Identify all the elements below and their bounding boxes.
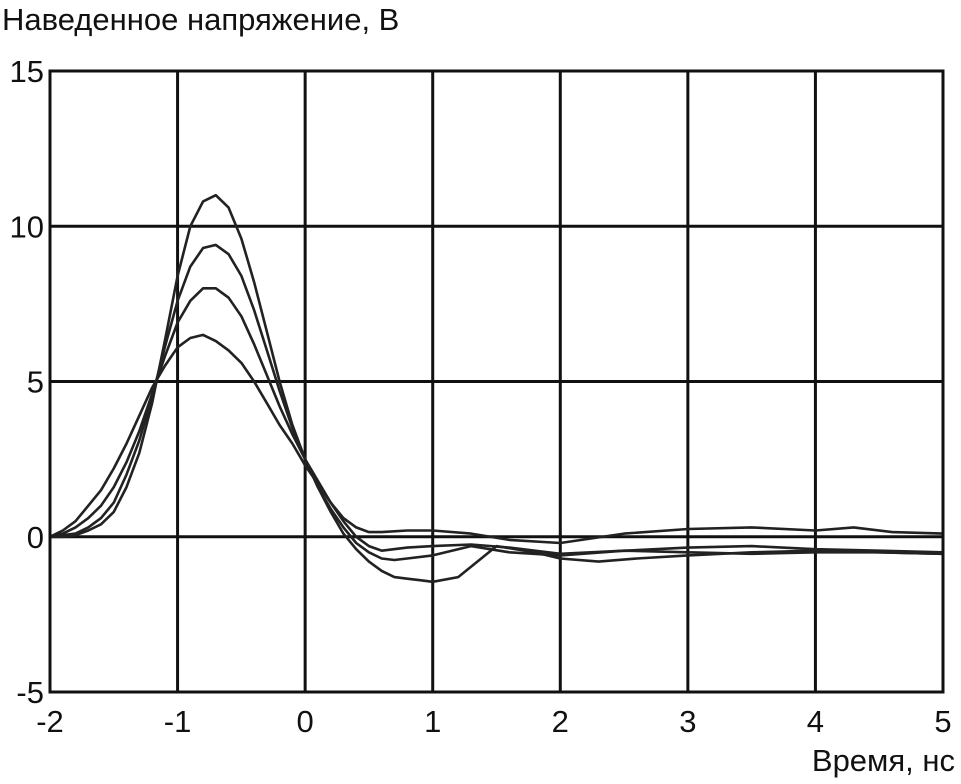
x-tick-label: -2 xyxy=(36,704,64,739)
x-tick-label: -1 xyxy=(164,704,192,739)
y-axis-label: Наведенное напряжение, В xyxy=(2,2,399,37)
series-group xyxy=(48,193,945,584)
y-tick-label: 10 xyxy=(10,209,44,244)
plot-frame xyxy=(48,69,945,694)
grid xyxy=(50,71,943,692)
y-tick-label: -5 xyxy=(16,675,44,710)
y-tick-label: 5 xyxy=(27,365,44,400)
y-tick-label: 15 xyxy=(10,54,44,89)
x-tick-label: 1 xyxy=(424,704,441,739)
x-tick-label: 0 xyxy=(297,704,314,739)
x-tick-label: 4 xyxy=(807,704,824,739)
y-tick-label: 0 xyxy=(27,520,44,555)
series-line-2 xyxy=(48,243,945,562)
x-tick-label: 5 xyxy=(934,704,951,739)
x-axis-label: Время, нс xyxy=(812,743,955,778)
x-tick-label: 2 xyxy=(552,704,569,739)
series-line-4 xyxy=(48,333,945,545)
tick-labels: -2 -1 0 1 2 3 4 5 -5 0 5 10 15 xyxy=(10,54,952,739)
x-tick-label: 3 xyxy=(679,704,696,739)
series-line-3 xyxy=(48,287,945,556)
